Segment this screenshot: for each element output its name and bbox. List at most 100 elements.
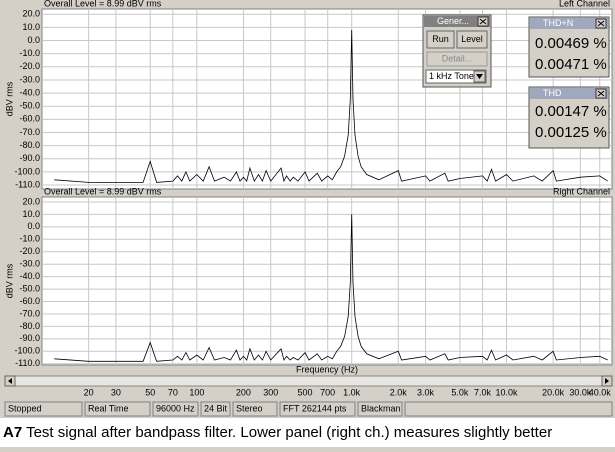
thd-title: THD xyxy=(543,88,562,98)
y-tick-label: -30.0 xyxy=(19,259,40,269)
x-tick-label: 3.0k xyxy=(417,387,435,397)
spectrum-trace xyxy=(54,214,608,362)
thd-reading: 0.00125 % xyxy=(535,124,607,141)
status-text: FFT 262144 pts xyxy=(283,403,347,413)
status-cell xyxy=(200,401,231,417)
y-tick-label: -50.0 xyxy=(19,283,40,293)
thdn-window: THD+N 0.00469 % 0.00471 % xyxy=(528,16,610,78)
caption-area xyxy=(0,418,615,447)
y-tick-label: -60.0 xyxy=(19,114,40,124)
dropdown-arrow xyxy=(476,74,483,79)
caption-label: A7 xyxy=(3,424,22,441)
channel-label: Left Channel xyxy=(559,0,610,8)
status-text: Stopped xyxy=(8,403,42,413)
y-tick-label: -20.0 xyxy=(19,61,40,71)
level-button[interactable] xyxy=(456,30,488,49)
close-icon xyxy=(597,90,605,97)
x-tick-label: 500 xyxy=(298,387,313,397)
y-tick-label: 20.0 xyxy=(22,9,40,19)
x-tick-label: 50 xyxy=(145,387,155,397)
status-cell xyxy=(357,401,403,417)
plot-area xyxy=(41,8,613,190)
y-tick-label: -90.0 xyxy=(19,153,40,163)
y-tick-label: -70.0 xyxy=(19,308,40,318)
detail-button[interactable] xyxy=(426,51,488,67)
tone-label: 1 kHz Tone xyxy=(429,71,474,81)
y-tick-label: 0.0 xyxy=(27,35,40,45)
close-icon xyxy=(597,20,605,27)
x-tick-label: 7.0k xyxy=(474,387,492,397)
channel-label: Right Channel xyxy=(553,186,610,196)
y-tick-label: -110.0 xyxy=(15,358,40,368)
tone-dropdown[interactable] xyxy=(425,69,487,84)
status-text: Blackman xyxy=(361,403,401,413)
x-tick-label: 20.0k xyxy=(542,387,565,397)
status-cell xyxy=(4,401,83,417)
plot-area xyxy=(41,196,613,366)
y-tick-label: -100.0 xyxy=(14,346,40,356)
generator-titlebar xyxy=(424,16,490,27)
y-tick-label: -110.0 xyxy=(15,179,40,189)
detail-label: Detail... xyxy=(442,53,473,63)
y-tick-label: -60.0 xyxy=(19,296,40,306)
status-cell xyxy=(404,401,613,417)
y-tick-label: -50.0 xyxy=(19,101,40,111)
status-cell xyxy=(279,401,356,417)
y-tick-label: -10.0 xyxy=(19,234,40,244)
y-tick-label: -80.0 xyxy=(19,140,40,150)
y-tick-label: -10.0 xyxy=(19,48,40,58)
level-label: Level xyxy=(461,34,483,44)
x-tick-label: 2.0k xyxy=(390,387,408,397)
y-tick-label: -90.0 xyxy=(19,333,40,343)
y-tick-label: -20.0 xyxy=(19,246,40,256)
status-text: 96000 Hz xyxy=(156,403,195,413)
status-text: 24 Bit xyxy=(204,403,228,413)
y-tick-label: 0.0 xyxy=(27,221,40,231)
panel-header: Overall Level = 8.99 dBV rms xyxy=(44,186,162,196)
y-tick-label: -30.0 xyxy=(19,74,40,84)
y-tick-label: -40.0 xyxy=(19,271,40,281)
x-axis-label: Frequency (Hz) xyxy=(296,364,358,374)
charts: Overall Level = 8.99 dBV rms Left Channel… xyxy=(4,0,613,397)
x-tick-label: 300 xyxy=(263,387,278,397)
y-tick-label: 10.0 xyxy=(22,209,40,219)
thdn-reading: 0.00469 % xyxy=(535,35,607,52)
x-tick-label: 70 xyxy=(168,387,178,397)
x-tick-label: 100 xyxy=(189,387,204,397)
x-tick-label: 20 xyxy=(84,387,94,397)
y-tick-label: 20.0 xyxy=(22,196,40,206)
x-tick-label: 10.0k xyxy=(496,387,519,397)
panel-header: Overall Level = 8.99 dBV rms xyxy=(44,0,162,8)
y-tick-label: -70.0 xyxy=(19,127,40,137)
y-tick-label: -100.0 xyxy=(14,166,40,176)
x-tick-label: 1.0k xyxy=(343,387,361,397)
status-cell xyxy=(152,401,199,417)
x-tick-label: 30.0k xyxy=(569,387,592,397)
status-cell xyxy=(84,401,151,417)
thd-titlebar xyxy=(530,88,608,99)
x-tick-label: 700 xyxy=(320,387,335,397)
y-tick-label: -40.0 xyxy=(19,87,40,97)
y-tick-label: -80.0 xyxy=(19,321,40,331)
generator-window: Gener... Run Level Detail... 1 kHz Tone xyxy=(422,14,492,88)
generator-title: Gener... xyxy=(437,16,469,26)
y-tick-label: 10.0 xyxy=(22,22,40,32)
thdn-reading: 0.00471 % xyxy=(535,56,607,73)
scroll-track xyxy=(4,375,613,387)
x-tick-label: 30 xyxy=(111,387,121,397)
thdn-titlebar xyxy=(530,18,608,29)
thdn-title: THD+N xyxy=(543,18,573,28)
x-tick-label: 200 xyxy=(236,387,251,397)
thd-reading: 0.00147 % xyxy=(535,103,607,120)
caption-text: Test signal after bandpass filter. Lower… xyxy=(26,424,552,441)
x-tick-label: 5.0k xyxy=(451,387,469,397)
status-bar: Stopped Real Time 96000 Hz 24 Bit Stereo FFT … xyxy=(4,401,613,417)
status-text: Real Time xyxy=(88,403,129,413)
run-button[interactable] xyxy=(426,30,455,49)
scrollbar xyxy=(4,375,613,387)
y-axis-label: dBV rms xyxy=(4,81,14,116)
x-tick-label: 40.0k xyxy=(589,387,612,397)
thd-window: THD 0.00147 % 0.00125 % xyxy=(528,86,610,149)
